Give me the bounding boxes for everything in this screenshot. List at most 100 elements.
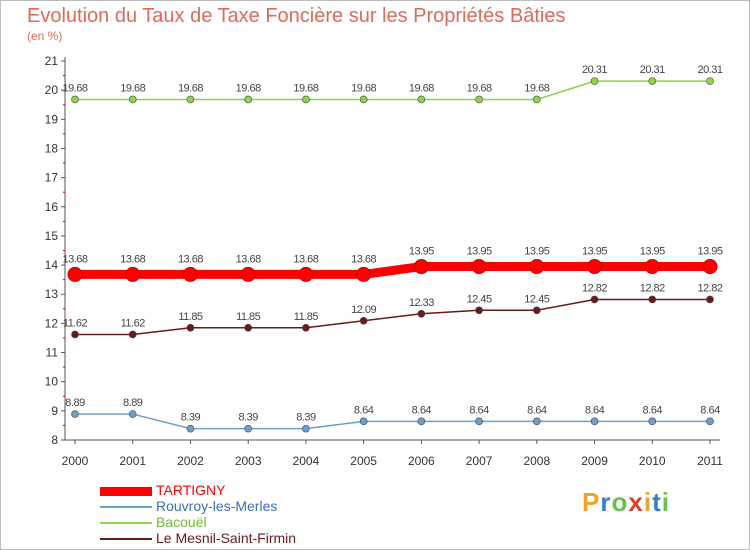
x-tick-label: 2011 (697, 454, 723, 468)
legend-swatch (100, 506, 152, 508)
series-bacouel: 19.68 19.68 19.68 19.68 19.68 19.68 19.68 19.68… (62, 64, 723, 104)
data-point (182, 266, 198, 282)
x-tick-label: 2008 (523, 454, 550, 468)
data-label: 13.68 (178, 253, 203, 265)
data-label: 13.95 (697, 246, 722, 258)
data-label: 13.95 (524, 246, 549, 258)
data-label: 11.85 (236, 311, 261, 323)
data-point (475, 306, 483, 315)
y-tick-label: 16 (45, 200, 59, 214)
data-label: 8.39 (181, 412, 201, 424)
data-point (590, 295, 599, 304)
series-line (75, 80, 710, 101)
data-point (71, 410, 79, 418)
legend-swatch (100, 522, 152, 524)
y-tick-label: 11 (46, 346, 59, 360)
unit-label: (en %) (27, 29, 63, 43)
data-label: 12.45 (524, 293, 549, 305)
data-point (475, 95, 483, 104)
logo-letter: t (652, 487, 662, 517)
data-label: 8.89 (65, 397, 85, 409)
data-point (359, 316, 368, 325)
data-label: 20.31 (697, 64, 722, 76)
data-label: 11.85 (178, 311, 203, 323)
data-label: 8.64 (412, 404, 432, 416)
legend-swatch (100, 538, 152, 540)
data-point (702, 259, 718, 275)
data-label: 8.39 (238, 412, 258, 424)
data-point (244, 95, 252, 104)
y-tick-label: 21 (45, 54, 59, 68)
data-label: 13.95 (640, 246, 665, 258)
data-label: 8.89 (123, 397, 143, 409)
data-point (417, 309, 426, 318)
data-label: 19.68 (120, 82, 145, 94)
x-tick-label: 2005 (350, 454, 377, 468)
data-label: 19.68 (62, 82, 87, 94)
data-point (644, 259, 660, 275)
data-point (417, 95, 426, 104)
data-label: 11.62 (63, 317, 88, 329)
legend-label: Rouvroy-les-Merles (156, 498, 278, 514)
data-label: 13.95 (467, 246, 492, 258)
data-label: 8.64 (700, 404, 720, 416)
series-line (75, 262, 710, 279)
y-tick-label: 8 (51, 433, 58, 447)
data-label: 8.64 (643, 404, 663, 416)
data-point (413, 259, 429, 275)
data-label: 8.64 (527, 404, 547, 416)
data-point (186, 424, 195, 433)
data-point (128, 410, 137, 418)
logo-letter: r (600, 487, 612, 517)
x-tick-label: 2010 (639, 454, 666, 468)
legend-label: Le Mesnil-Saint-Firmin (156, 530, 297, 546)
data-point (471, 259, 487, 275)
x-tick-label: 2006 (408, 454, 435, 468)
y-tick-label: 12 (45, 316, 59, 330)
data-point (475, 417, 483, 426)
data-point (648, 77, 657, 85)
data-point (302, 424, 310, 433)
data-label: 13.68 (62, 253, 87, 265)
data-label: 13.95 (582, 246, 607, 258)
data-point (533, 95, 541, 104)
data-label: 13.95 (409, 246, 434, 258)
data-label: 8.64 (469, 404, 489, 416)
logo-letter: i (643, 487, 653, 517)
data-point (302, 323, 310, 332)
y-tick-label: 20 (45, 83, 59, 97)
data-label: 20.31 (582, 64, 607, 76)
series-rouvroy-les-merles: 8.89 8.89 8.39 8.39 8.39 8.64 8.64 8.64 8.64 8.64… (65, 397, 721, 433)
data-label: 12.82 (697, 282, 722, 294)
data-label: 13.68 (351, 253, 376, 265)
data-label: 11.62 (121, 317, 146, 329)
chart-title: Evolution du Taux de Taxe Foncière sur l… (27, 5, 566, 27)
data-point (71, 330, 79, 339)
y-tick-label: 15 (45, 229, 59, 243)
logo-letter: i (661, 487, 670, 517)
x-tick-label: 2000 (62, 454, 89, 468)
data-point (298, 266, 314, 282)
data-point (244, 424, 252, 433)
y-tick-label: 19 (45, 112, 59, 126)
data-point (587, 259, 603, 275)
data-point (302, 95, 310, 104)
data-point (648, 417, 657, 426)
data-point (590, 417, 599, 426)
data-label: 13.68 (236, 253, 261, 265)
legend-label: TARTIGNY (156, 482, 226, 498)
data-point (417, 417, 426, 426)
series-le-mesnil-saint-firmin: 11.62 11.62 11.85 11.85 11.85 12.09 12.33 12.45… (63, 282, 723, 339)
series-tartigny: 13.68 13.68 13.68 13.68 13.68 13.68 13.95 13.95… (62, 246, 723, 282)
data-label: 12.33 (409, 297, 434, 309)
data-point (128, 95, 137, 104)
data-point (67, 266, 83, 282)
y-tick-label: 10 (45, 375, 59, 389)
y-tick-label: 14 (45, 258, 59, 272)
x-tick-label: 2002 (177, 454, 204, 468)
y-tick-label: 18 (45, 141, 59, 155)
data-label: 12.82 (582, 282, 607, 294)
data-label: 8.64 (354, 404, 374, 416)
data-point (244, 323, 252, 332)
